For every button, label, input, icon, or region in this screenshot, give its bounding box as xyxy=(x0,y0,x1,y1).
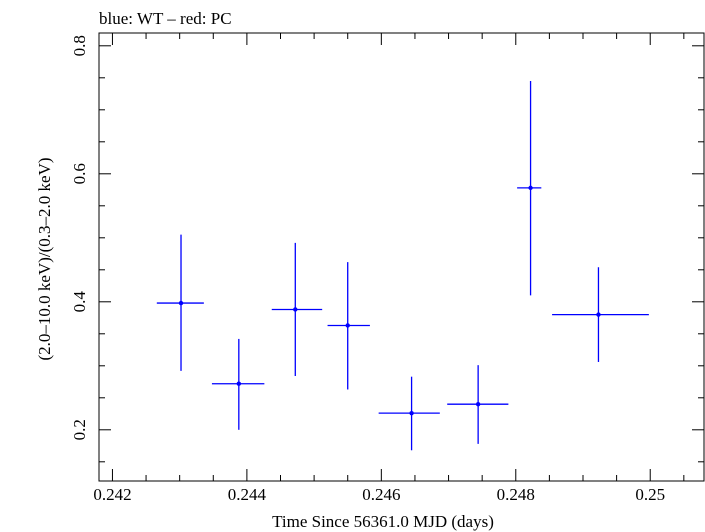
point-marker xyxy=(409,410,414,416)
x-tick-label: 0.242 xyxy=(93,485,131,504)
y-tick-label: 0.2 xyxy=(70,419,89,440)
data-point xyxy=(378,376,440,451)
point-marker xyxy=(475,402,481,407)
data-point xyxy=(271,242,323,377)
y-tick-label: 0.8 xyxy=(70,35,89,56)
axis-ticks xyxy=(99,33,704,481)
x-tick-label: 0.246 xyxy=(362,485,400,504)
tick-labels: 0.242 0.244 0.246 0.248 0.25 0.2 0.4 0.6 0.8 xyxy=(70,35,665,504)
y-tick-label: 0.6 xyxy=(70,163,89,184)
chart-title: blue: WT – red: PC xyxy=(99,9,232,28)
data-point xyxy=(517,81,542,296)
x-axis-title: Time Since 56361.0 MJD (days) xyxy=(272,512,494,531)
data-point xyxy=(211,338,265,430)
plot-frame xyxy=(98,32,705,482)
data-point xyxy=(327,262,370,390)
y-axis-title: (2.0–10.0 keV)/(0.3–2.0 keV) xyxy=(35,157,54,360)
point-marker xyxy=(345,323,350,328)
data-point xyxy=(447,365,509,444)
point-marker xyxy=(178,300,184,306)
point-marker xyxy=(236,381,242,386)
x-tick-label: 0.248 xyxy=(497,485,535,504)
point-marker xyxy=(596,312,601,317)
data-point xyxy=(156,234,204,371)
data-point xyxy=(552,267,649,362)
x-tick-label: 0.25 xyxy=(635,485,665,504)
data-marks xyxy=(156,81,649,451)
x-tick-label: 0.244 xyxy=(228,485,267,504)
point-marker xyxy=(528,185,533,191)
point-marker xyxy=(293,307,298,312)
y-tick-label: 0.4 xyxy=(70,291,89,313)
